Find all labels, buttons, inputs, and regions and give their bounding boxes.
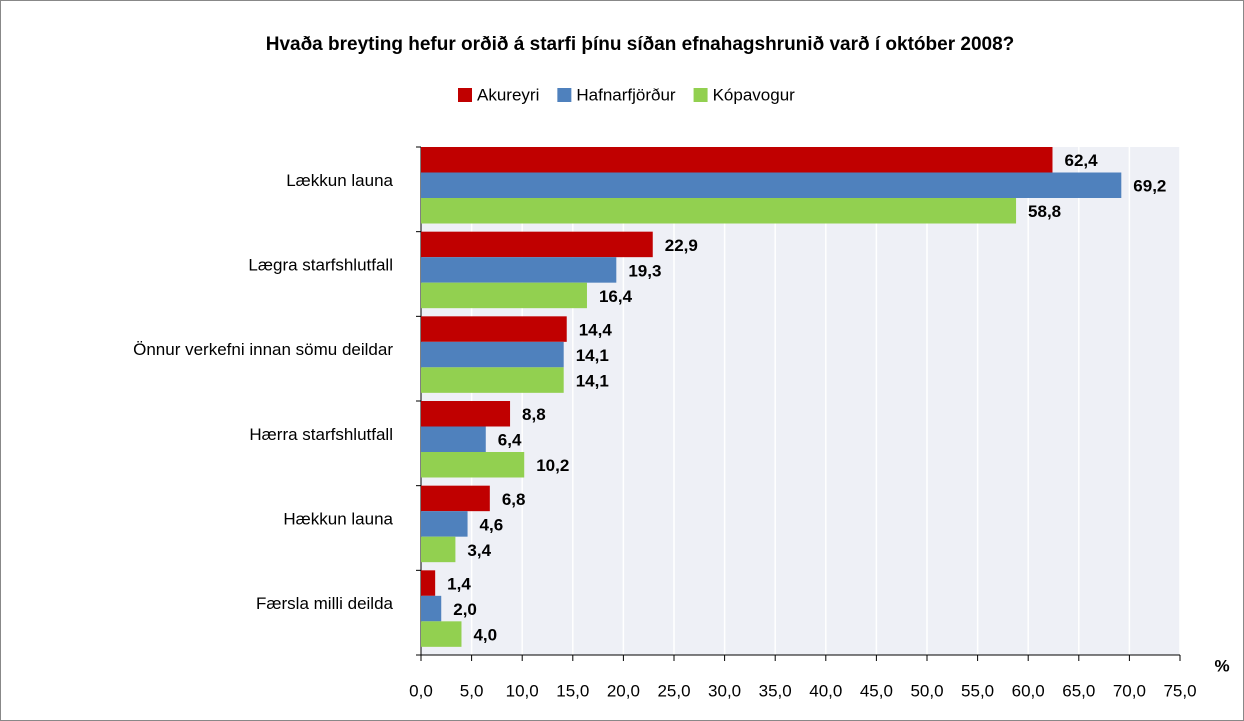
legend-label: Hafnarfjörður <box>576 85 676 104</box>
bar <box>421 282 587 309</box>
bar <box>421 198 1017 224</box>
y-tick-label: Hærra starfshlutfall <box>249 425 393 444</box>
data-label: 1,4 <box>447 575 471 594</box>
bar <box>421 570 436 596</box>
data-label: 62,4 <box>1064 151 1098 170</box>
x-tick-label: 75,0 <box>1163 681 1196 700</box>
legend-swatch <box>693 88 708 102</box>
y-tick-label: Önnur verkefni innan sömu deildar <box>133 340 393 359</box>
data-label: 10,2 <box>536 456 569 475</box>
x-tick-label: 10,0 <box>506 681 539 700</box>
legend-swatch <box>458 88 472 102</box>
y-tick-label: Hækkun launa <box>283 509 393 528</box>
legend-label: Akureyri <box>477 85 539 104</box>
bar <box>421 341 564 368</box>
x-tick-label: 15,0 <box>556 681 589 700</box>
bar <box>421 257 617 283</box>
data-label: 6,8 <box>502 490 526 509</box>
x-tick-label: 20,0 <box>607 681 640 700</box>
y-tick-label: Lækkun launa <box>286 171 393 190</box>
legend-label: Kópavogur <box>713 85 796 104</box>
bar <box>421 452 525 478</box>
data-label: 22,9 <box>665 236 698 255</box>
x-tick-label: 30,0 <box>708 681 741 700</box>
x-tick-label: 65,0 <box>1062 681 1095 700</box>
chart-title: Hvaða breyting hefur orðið á starfi þínu… <box>266 34 1015 55</box>
bar <box>421 316 567 342</box>
data-label: 69,2 <box>1133 177 1166 196</box>
x-tick-label: 55,0 <box>961 681 994 700</box>
x-tick-label: 45,0 <box>860 681 893 700</box>
bar <box>421 485 490 512</box>
legend-swatch <box>557 88 572 102</box>
bar <box>421 621 462 647</box>
x-tick-label: 60,0 <box>1012 681 1045 700</box>
bar <box>421 426 486 452</box>
data-label: 14,4 <box>579 321 613 340</box>
data-label: 3,4 <box>467 541 491 560</box>
x-tick-label: 0,0 <box>409 681 433 700</box>
bar <box>421 147 1053 173</box>
bar <box>421 401 511 427</box>
data-label: 4,0 <box>473 626 497 645</box>
bar <box>421 595 442 622</box>
data-label: 19,3 <box>628 261 661 280</box>
data-label: 4,6 <box>480 515 504 534</box>
data-label: 14,1 <box>576 372 609 391</box>
y-tick-label: Færsla milli deilda <box>256 594 394 613</box>
data-label: 6,4 <box>498 431 522 450</box>
y-tick-label: Lægra starfshlutfall <box>248 255 393 274</box>
x-tick-label: 5,0 <box>460 681 484 700</box>
x-tick-label: 25,0 <box>657 681 690 700</box>
bar <box>421 172 1122 198</box>
x-tick-label: 50,0 <box>910 681 943 700</box>
bar <box>421 231 653 258</box>
x-tick-label: 70,0 <box>1113 681 1146 700</box>
data-label: 14,1 <box>576 346 609 365</box>
x-axis-label: % <box>1214 656 1229 675</box>
data-label: 2,0 <box>453 600 477 619</box>
bar <box>421 536 456 563</box>
x-tick-label: 35,0 <box>759 681 792 700</box>
data-label: 16,4 <box>599 287 633 306</box>
data-label: 8,8 <box>522 405 546 424</box>
bar <box>421 511 468 537</box>
data-label: 58,8 <box>1028 202 1061 221</box>
bar <box>421 367 564 393</box>
x-tick-label: 40,0 <box>809 681 842 700</box>
